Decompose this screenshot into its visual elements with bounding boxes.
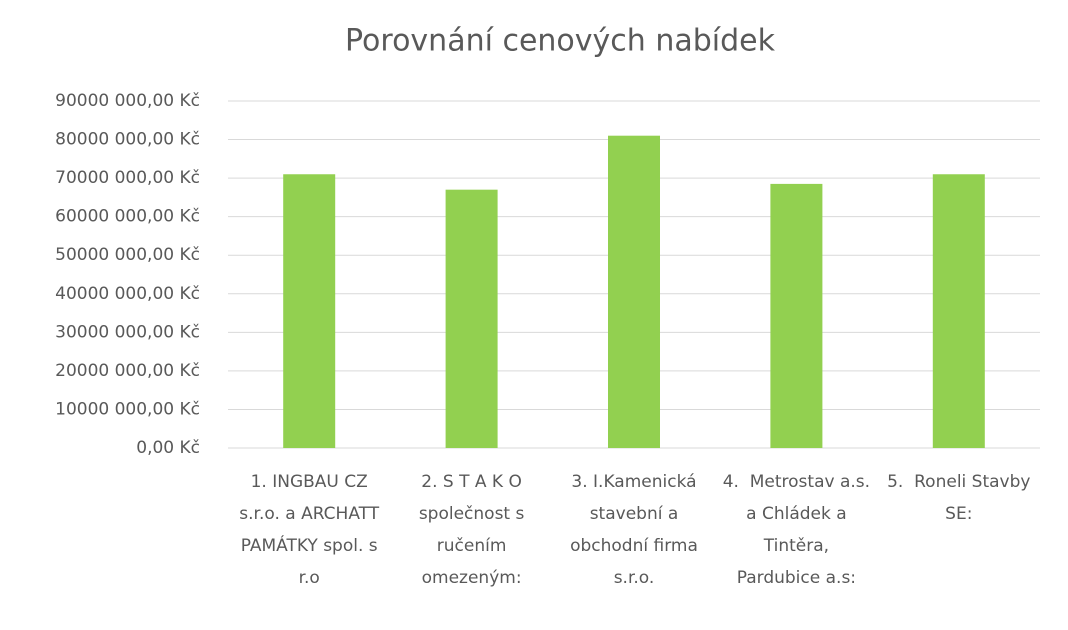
bar: [608, 135, 660, 448]
x-tick-label: 4. Metrostav a.s. a Chládek a Tintěra, P…: [722, 472, 876, 588]
bar: [932, 174, 985, 448]
y-tick-label: 70000 000,00 Kč: [55, 168, 200, 188]
y-tick-label: 60000 000,00 Kč: [55, 207, 200, 227]
y-tick-label: 40000 000,00 Kč: [55, 284, 200, 304]
x-tick-label: 1. INGBAU CZ s.r.o. a ARCHATT PAMÁTKY sp…: [239, 472, 385, 588]
bar: [283, 174, 336, 448]
y-tick-label: 90000 000,00 Kč: [55, 91, 200, 111]
x-tick-label: 2. S T A K O společnost s ručením omezen…: [418, 472, 530, 588]
x-tick-label: 3. I.Kamenická stavební a obchodní firma…: [570, 472, 704, 588]
y-tick-label: 50000 000,00 Kč: [55, 245, 200, 265]
x-tick-label: 5. Roneli Stavby SE:: [887, 472, 1036, 524]
bar: [770, 183, 823, 448]
y-tick-label: 10000 000,00 Kč: [55, 399, 200, 419]
bar: [445, 189, 498, 448]
chart-title: Porovnání cenových nabídek: [345, 24, 776, 59]
y-tick-label: 0,00 Kč: [136, 438, 200, 458]
y-tick-label: 30000 000,00 Kč: [55, 322, 200, 342]
y-tick-label: 20000 000,00 Kč: [55, 361, 200, 381]
y-tick-label: 80000 000,00 Kč: [55, 130, 200, 150]
